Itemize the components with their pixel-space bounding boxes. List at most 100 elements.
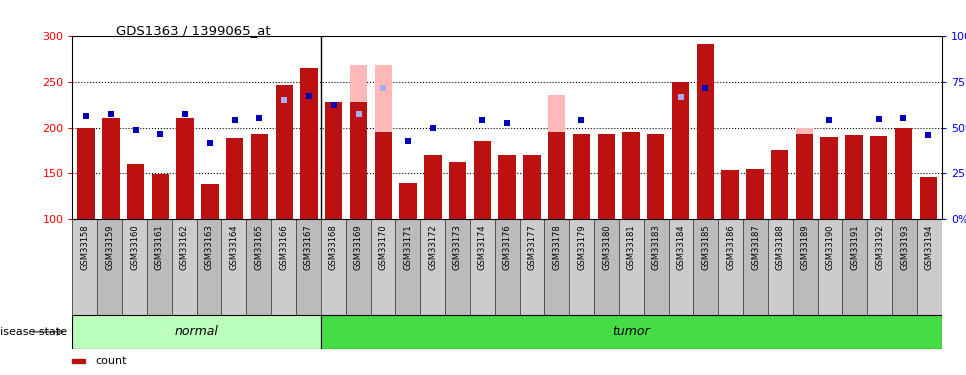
Text: GSM33192: GSM33192	[875, 224, 884, 270]
Bar	[771, 150, 788, 219]
Text: GSM33160: GSM33160	[130, 224, 139, 270]
Text: GSM33186: GSM33186	[726, 224, 735, 270]
Bar	[672, 82, 689, 219]
Bar	[647, 134, 665, 219]
Text: GSM33174: GSM33174	[478, 224, 487, 270]
Text: GSM33179: GSM33179	[577, 224, 586, 270]
Text: GSM33165: GSM33165	[254, 224, 264, 270]
Bar	[495, 219, 520, 315]
Bar	[524, 155, 541, 219]
Bar	[796, 134, 813, 219]
Bar	[375, 65, 392, 219]
Bar	[275, 85, 293, 219]
Bar	[321, 219, 346, 315]
Text: GSM33181: GSM33181	[627, 224, 636, 270]
Text: GSM33163: GSM33163	[205, 224, 213, 270]
Text: GSM33169: GSM33169	[354, 224, 362, 270]
Bar	[226, 138, 243, 219]
Bar	[722, 170, 739, 219]
Text: GSM33180: GSM33180	[602, 224, 611, 270]
Text: GSM33189: GSM33189	[801, 224, 810, 270]
Text: GSM33177: GSM33177	[527, 224, 536, 270]
Bar	[842, 219, 867, 315]
Bar	[594, 219, 619, 315]
Text: GSM33193: GSM33193	[900, 224, 909, 270]
Bar	[251, 134, 269, 219]
Bar	[98, 219, 122, 315]
Bar	[520, 219, 545, 315]
Bar	[545, 219, 569, 315]
Bar	[350, 102, 367, 219]
Bar	[796, 128, 813, 219]
Bar	[598, 134, 615, 219]
Bar	[893, 219, 917, 315]
Bar	[72, 315, 321, 349]
Bar	[152, 174, 169, 219]
Bar	[668, 219, 694, 315]
Bar	[548, 95, 565, 219]
Bar	[793, 219, 817, 315]
Bar	[445, 219, 469, 315]
Bar	[870, 136, 888, 219]
Bar	[395, 219, 420, 315]
Bar	[817, 219, 842, 315]
Bar	[917, 219, 942, 315]
Bar	[296, 219, 321, 315]
Text: GSM33184: GSM33184	[676, 224, 686, 270]
Text: GSM33183: GSM33183	[652, 224, 661, 270]
Bar	[177, 118, 194, 219]
Text: GSM33187: GSM33187	[751, 224, 760, 270]
Text: GSM33176: GSM33176	[502, 224, 512, 270]
Bar	[643, 219, 668, 315]
Bar	[694, 219, 719, 315]
Text: GSM33191: GSM33191	[850, 224, 860, 270]
Text: GSM33173: GSM33173	[453, 224, 462, 270]
Bar	[399, 183, 416, 219]
Bar	[375, 132, 392, 219]
Bar	[346, 219, 371, 315]
Text: tumor: tumor	[612, 326, 650, 338]
Bar	[300, 68, 318, 219]
Bar	[201, 184, 218, 219]
Bar	[548, 132, 565, 219]
Bar	[647, 134, 665, 219]
Text: GSM33162: GSM33162	[180, 224, 188, 270]
Text: GSM33171: GSM33171	[403, 224, 412, 270]
Text: GSM33168: GSM33168	[328, 224, 338, 270]
Bar	[371, 219, 395, 315]
Bar	[672, 82, 689, 219]
Bar	[246, 219, 271, 315]
Bar	[350, 65, 367, 219]
Bar	[820, 137, 838, 219]
Bar	[469, 219, 495, 315]
Bar	[77, 128, 95, 219]
Text: GSM33167: GSM33167	[304, 224, 313, 270]
Bar	[420, 219, 445, 315]
Bar	[275, 85, 293, 219]
Bar	[321, 315, 942, 349]
Bar	[768, 219, 793, 315]
Text: count: count	[95, 356, 127, 366]
Bar	[147, 219, 172, 315]
Bar	[569, 219, 594, 315]
Bar	[498, 155, 516, 219]
Bar	[696, 44, 714, 219]
Text: GSM33194: GSM33194	[924, 224, 934, 270]
Text: GSM33161: GSM33161	[155, 224, 164, 270]
Bar	[622, 134, 639, 219]
Bar	[619, 219, 643, 315]
Text: GSM33190: GSM33190	[826, 224, 835, 270]
Text: disease state: disease state	[0, 327, 68, 337]
Text: GSM33166: GSM33166	[279, 224, 288, 270]
Text: GSM33170: GSM33170	[379, 224, 387, 270]
Bar	[72, 219, 98, 315]
Text: GSM33159: GSM33159	[105, 224, 114, 270]
Bar	[197, 219, 221, 315]
Bar	[598, 134, 615, 219]
Bar	[127, 164, 144, 219]
Bar	[920, 177, 937, 219]
Bar	[771, 150, 788, 219]
Text: GSM33188: GSM33188	[776, 224, 785, 270]
Bar	[72, 359, 85, 363]
Bar	[172, 219, 197, 315]
